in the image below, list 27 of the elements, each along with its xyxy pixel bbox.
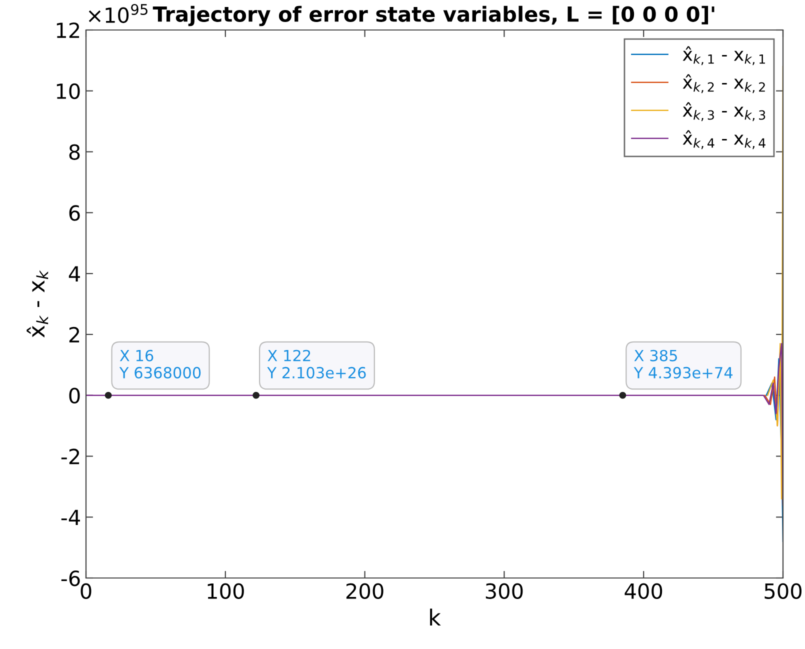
legend-label: x̂$_{k,3}$ - x$_{k,3}$ xyxy=(682,102,766,122)
legend-label: x̂$_{k,2}$ - x$_{k,2}$ xyxy=(682,74,765,94)
annotation: X 385 Y 4.393e+74 xyxy=(634,350,733,378)
text: ×10$^{95}$ xyxy=(88,4,148,24)
annotation: X 16 Y 6368000 xyxy=(119,350,201,378)
x-tick-label: 0 xyxy=(80,583,92,599)
y-tick-label: 10 xyxy=(56,83,80,100)
y-tick-label: -2 xyxy=(61,448,80,464)
x-tick-label: 500 xyxy=(764,583,802,599)
x-axis-title: k xyxy=(430,608,441,626)
y-tick-label: -6 xyxy=(61,570,80,586)
y-tick-label: 4 xyxy=(68,266,80,282)
y-tick-label: -4 xyxy=(61,510,80,526)
x-tick-label: 300 xyxy=(486,583,523,599)
y-tick-label: 0 xyxy=(69,388,80,404)
x-tick-label: 200 xyxy=(346,583,384,599)
x-tick-label: 400 xyxy=(624,583,662,599)
y-tick-label: 8 xyxy=(69,144,80,160)
y-tick-label: 2 xyxy=(69,326,80,342)
annotation: X 122 Y 2.103e+26 xyxy=(267,350,366,378)
y-tick-label: 6 xyxy=(69,205,80,221)
legend-label: x̂$_{k,4}$ - x$_{k,4}$ xyxy=(682,130,766,150)
x-tick-label: 100 xyxy=(208,583,244,599)
chart-title: Trajectory of error state variables, L = [0 0 0 0]' xyxy=(152,6,714,26)
y-tick-label: 12 xyxy=(56,22,80,38)
y-axis-title: x̂$_{k}$ - x$_{k}$ xyxy=(26,270,48,338)
legend-label: x̂$_{k,1}$ - x$_{k,1}$ xyxy=(682,46,765,66)
